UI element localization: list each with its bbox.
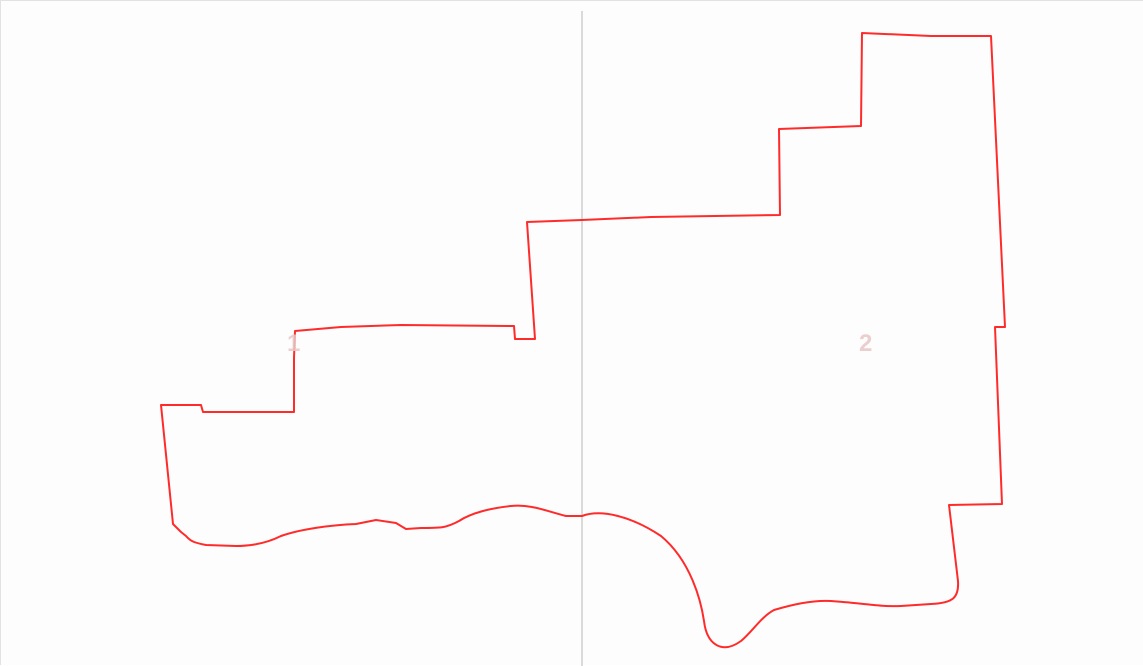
- page-label-2: 2: [859, 330, 873, 357]
- area-boundary[interactable]: [160, 32, 1006, 649]
- page-label-1: 1: [287, 330, 301, 357]
